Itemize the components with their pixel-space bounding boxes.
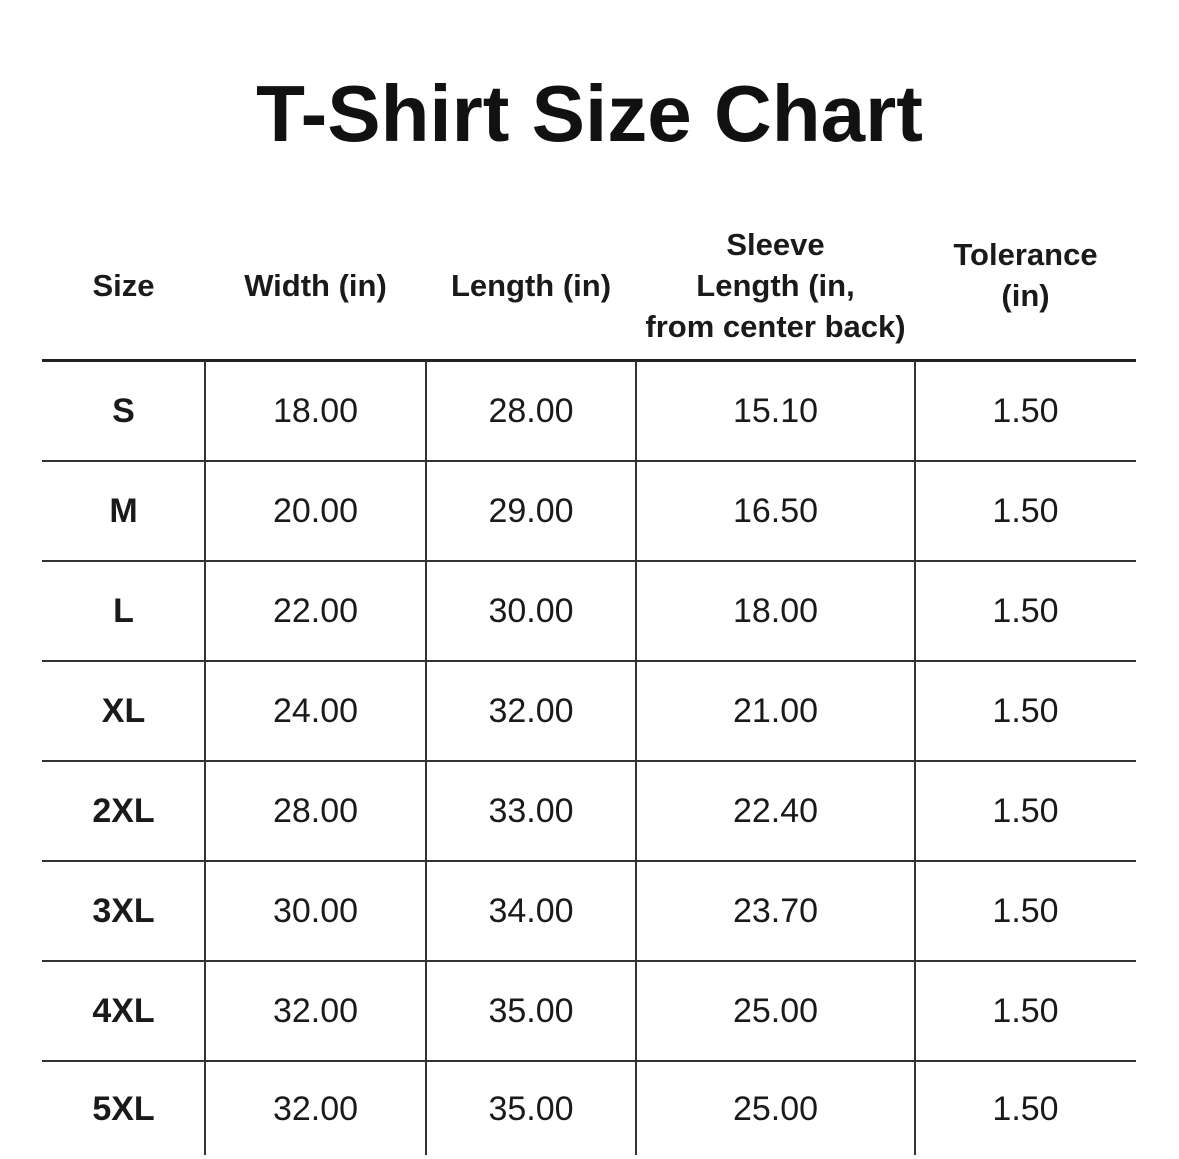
row-divider [42,660,1136,662]
cell-length: 28.00 [488,391,574,430]
cell-length: 35.00 [488,1089,574,1128]
cell-tolerance: 1.50 [992,1089,1059,1128]
cell-size: XL [101,691,146,730]
cell-sleeve-length: 16.50 [732,491,819,530]
row-divider [42,760,1136,762]
cell-size: 5XL [92,1089,155,1128]
column-divider [425,361,427,1155]
cell-tolerance: 1.50 [992,691,1059,730]
column-header-line: (in) [1001,278,1050,313]
column-header-sleeve-length: Sleeve Length (in, from center back) [636,220,915,350]
cell-width: 22.00 [272,591,359,630]
column-divider [635,361,637,1155]
cell-size: 4XL [92,991,155,1030]
column-header-line: Sleeve [726,226,825,262]
cell-sleeve-length: 25.00 [732,991,819,1030]
row-divider [42,359,1136,362]
row-divider [42,1060,1136,1062]
cell-tolerance: 1.50 [992,791,1059,830]
cell-size: S [112,391,135,430]
page-title: T-Shirt Size Chart [256,69,923,158]
cell-tolerance: 1.50 [992,891,1059,930]
cell-size: M [109,491,138,530]
row-divider [42,460,1136,462]
cell-sleeve-length: 23.70 [732,891,819,930]
column-divider [204,361,206,1155]
column-divider [914,361,916,1155]
cell-sleeve-length: 15.10 [732,391,819,430]
cell-size: L [113,591,134,630]
cell-length: 29.00 [488,491,574,530]
cell-size: 3XL [92,891,155,930]
cell-width: 32.00 [272,1089,359,1128]
column-header-line: Size [92,267,155,303]
cell-width: 28.00 [272,791,359,830]
cell-tolerance: 1.50 [992,991,1059,1030]
column-header-line: Length (in) [450,267,612,303]
column-header-length: Length (in) [426,220,636,350]
column-header-line: Length (in, [696,267,855,303]
cell-length: 32.00 [488,691,574,730]
column-header-line: from center back) [645,308,906,344]
cell-tolerance: 1.50 [992,491,1059,530]
column-header-size: Size [42,220,205,350]
cell-size: 2XL [92,791,155,830]
cell-length: 34.00 [488,891,574,930]
cell-sleeve-length: 21.00 [732,691,819,730]
column-header-line: Tolerance [953,237,1098,272]
cell-sleeve-length: 25.00 [732,1089,819,1128]
row-divider [42,860,1136,862]
cell-tolerance: 1.50 [992,591,1059,630]
cell-width: 32.00 [272,991,359,1030]
column-header-width: Width (in) [205,220,426,350]
cell-sleeve-length: 22.40 [732,791,819,830]
cell-length: 35.00 [488,991,574,1030]
cell-width: 30.00 [272,891,359,930]
cell-width: 20.00 [272,491,359,530]
column-header-line: Width (in) [244,267,387,303]
cell-length: 30.00 [488,591,574,630]
row-divider [42,960,1136,962]
cell-sleeve-length: 18.00 [732,591,819,630]
row-divider [42,560,1136,562]
cell-width: 24.00 [272,691,359,730]
cell-tolerance: 1.50 [992,391,1059,430]
column-header-tolerance: Tolerance (in) [915,210,1136,340]
cell-width: 18.00 [272,391,359,430]
cell-length: 33.00 [488,791,574,830]
